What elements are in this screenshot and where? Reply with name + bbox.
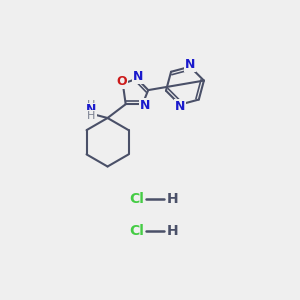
Text: H: H <box>87 100 95 110</box>
Text: Cl: Cl <box>129 224 144 238</box>
Text: H: H <box>167 224 178 238</box>
Text: N: N <box>185 58 195 71</box>
Text: N: N <box>133 70 143 83</box>
Text: Cl: Cl <box>129 192 144 206</box>
Text: N: N <box>86 103 96 116</box>
Text: N: N <box>175 100 185 113</box>
Text: H: H <box>87 111 95 121</box>
Text: N: N <box>140 99 150 112</box>
Text: H: H <box>167 192 178 206</box>
Text: O: O <box>116 75 127 88</box>
